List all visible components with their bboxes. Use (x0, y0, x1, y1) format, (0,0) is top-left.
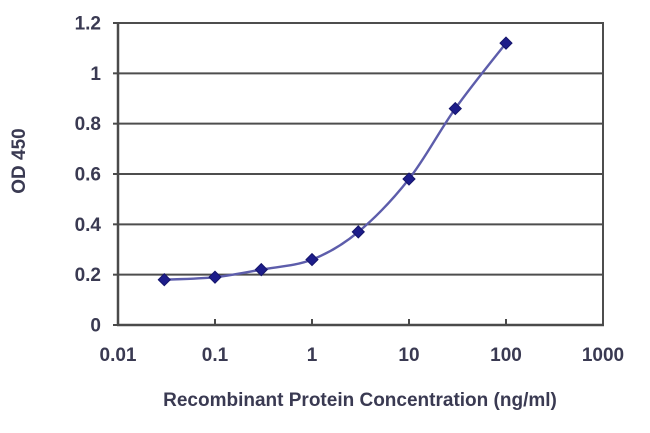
y-tick-label: 0.8 (75, 114, 101, 135)
x-axis-title: Recombinant Protein Concentration (ng/ml… (163, 390, 557, 411)
y-tick-label: 0.2 (75, 265, 101, 286)
x-tick-label: 1000 (582, 345, 624, 366)
data-point-marker-0.1 (208, 270, 222, 284)
data-point-marker-100 (499, 36, 513, 50)
x-tick-label: 10 (398, 345, 419, 366)
x-tick-label: 0.01 (100, 345, 137, 366)
y-tick-label: 0.6 (75, 165, 101, 186)
y-tick-label: 1 (90, 64, 101, 85)
data-point-marker-3 (351, 225, 365, 239)
data-point-marker-0.3 (254, 262, 268, 277)
x-tick-label: 0.1 (202, 345, 229, 366)
y-tick-label: 0 (90, 316, 101, 337)
y-tick-label: 0.4 (75, 215, 102, 236)
data-point-marker-30 (448, 101, 462, 116)
y-axis-title: OD 450 (9, 128, 30, 194)
data-point-marker-10 (402, 172, 416, 186)
series-line (164, 42, 507, 281)
x-tick-label: 100 (490, 345, 522, 366)
data-point-marker-0.03 (157, 272, 171, 287)
y-tick-label: 1.2 (75, 14, 101, 35)
data-point-marker-1 (305, 252, 319, 267)
x-tick-label: 1 (307, 345, 318, 366)
